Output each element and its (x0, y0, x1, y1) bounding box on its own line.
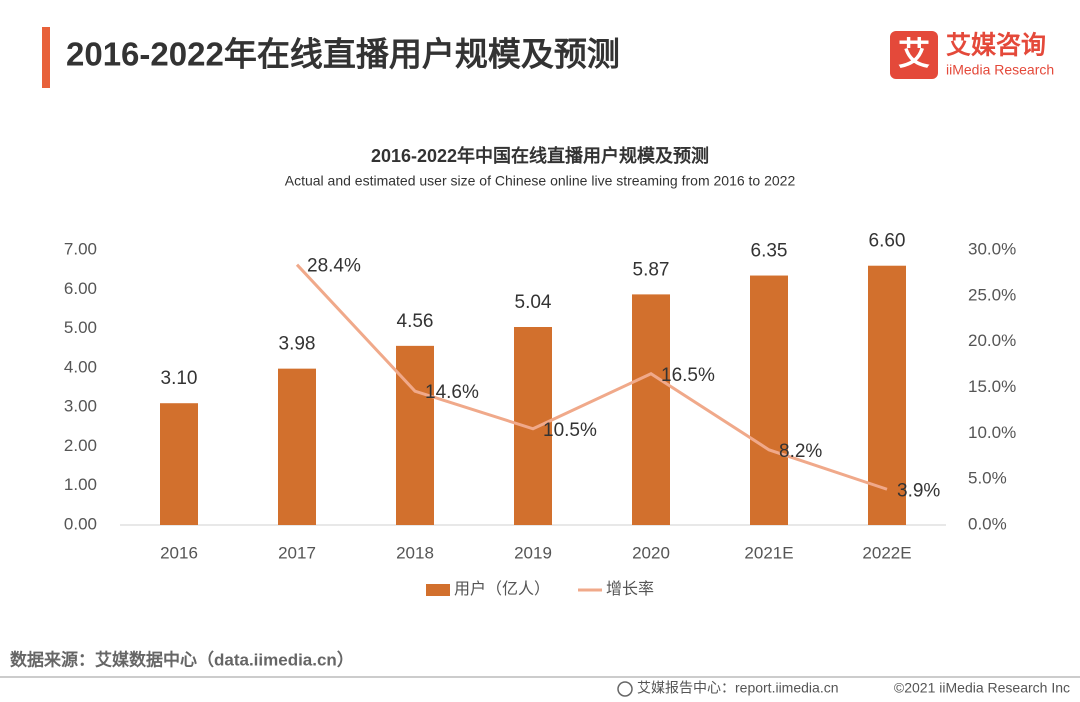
y2-tick-label: 10.0% (968, 423, 1016, 442)
line-value-label: 16.5% (661, 365, 715, 386)
footer-copyright: ©2021 iiMedia Research Inc (894, 680, 1070, 696)
legend-swatch (426, 584, 450, 596)
y2-tick-label: 30.0% (968, 239, 1016, 258)
title-accent (42, 27, 50, 88)
bar-value-label: 4.56 (397, 311, 434, 332)
y-tick-label: 0.00 (64, 514, 97, 533)
y-tick-label: 4.00 (64, 357, 97, 376)
logo-icon (890, 31, 938, 79)
bar (750, 275, 788, 525)
y2-tick-label: 0.0% (968, 514, 1007, 533)
y-tick-label: 1.00 (64, 475, 97, 494)
y-tick-label: 6.00 (64, 279, 97, 298)
y2-tick-label: 5.0% (968, 469, 1007, 488)
bar (632, 294, 670, 525)
footer-report: 艾媒报告中心：report.iimedia.cn (637, 680, 839, 696)
x-tick-label: 2022E (862, 543, 911, 562)
y-tick-label: 2.00 (64, 436, 97, 455)
bar-value-label: 3.10 (161, 368, 198, 389)
bar-value-label: 6.35 (751, 241, 788, 262)
bar (278, 368, 316, 525)
y2-tick-label: 25.0% (968, 285, 1016, 304)
logo-icon-text: 艾 (898, 35, 930, 71)
y2-tick-label: 20.0% (968, 331, 1016, 350)
line-value-label: 10.5% (543, 420, 597, 441)
chart-title: 2016-2022年中国在线直播用户规模及预测 (371, 145, 709, 166)
bar-value-label: 3.98 (279, 334, 316, 355)
x-tick-label: 2018 (396, 543, 434, 562)
bar-value-label: 5.87 (633, 259, 670, 280)
x-tick-label: 2017 (278, 543, 316, 562)
bar (396, 345, 434, 525)
legend-label: 增长率 (606, 580, 654, 598)
bar (868, 265, 906, 525)
line-value-label: 14.6% (425, 382, 479, 403)
x-tick-label: 2021E (744, 543, 793, 562)
y-tick-label: 7.00 (64, 239, 97, 258)
y-tick-label: 5.00 (64, 318, 97, 337)
bar-value-label: 6.60 (869, 231, 906, 252)
chart-subtitle: Actual and estimated user size of Chines… (285, 173, 796, 189)
line-value-label: 28.4% (307, 256, 361, 277)
y2-tick-label: 15.0% (968, 377, 1016, 396)
footer-icon (617, 681, 633, 697)
y-tick-label: 3.00 (64, 397, 97, 416)
source: 数据来源：艾媒数据中心（data.iimedia.cn） (10, 649, 354, 669)
bar (160, 403, 198, 525)
logo-english: iiMedia Research (946, 62, 1054, 78)
x-tick-label: 2019 (514, 543, 552, 562)
bar-value-label: 5.04 (515, 292, 552, 313)
x-tick-label: 2020 (632, 543, 670, 562)
x-tick-label: 2016 (160, 543, 198, 562)
line-value-label: 3.9% (897, 480, 940, 501)
line-value-label: 8.2% (779, 441, 822, 462)
page-title: 2016-2022年在线直播用户规模及预测 (66, 36, 620, 73)
legend-label: 用户（亿人） (454, 580, 550, 598)
logo-name: 艾媒咨询 (946, 31, 1046, 60)
line (295, 263, 888, 491)
